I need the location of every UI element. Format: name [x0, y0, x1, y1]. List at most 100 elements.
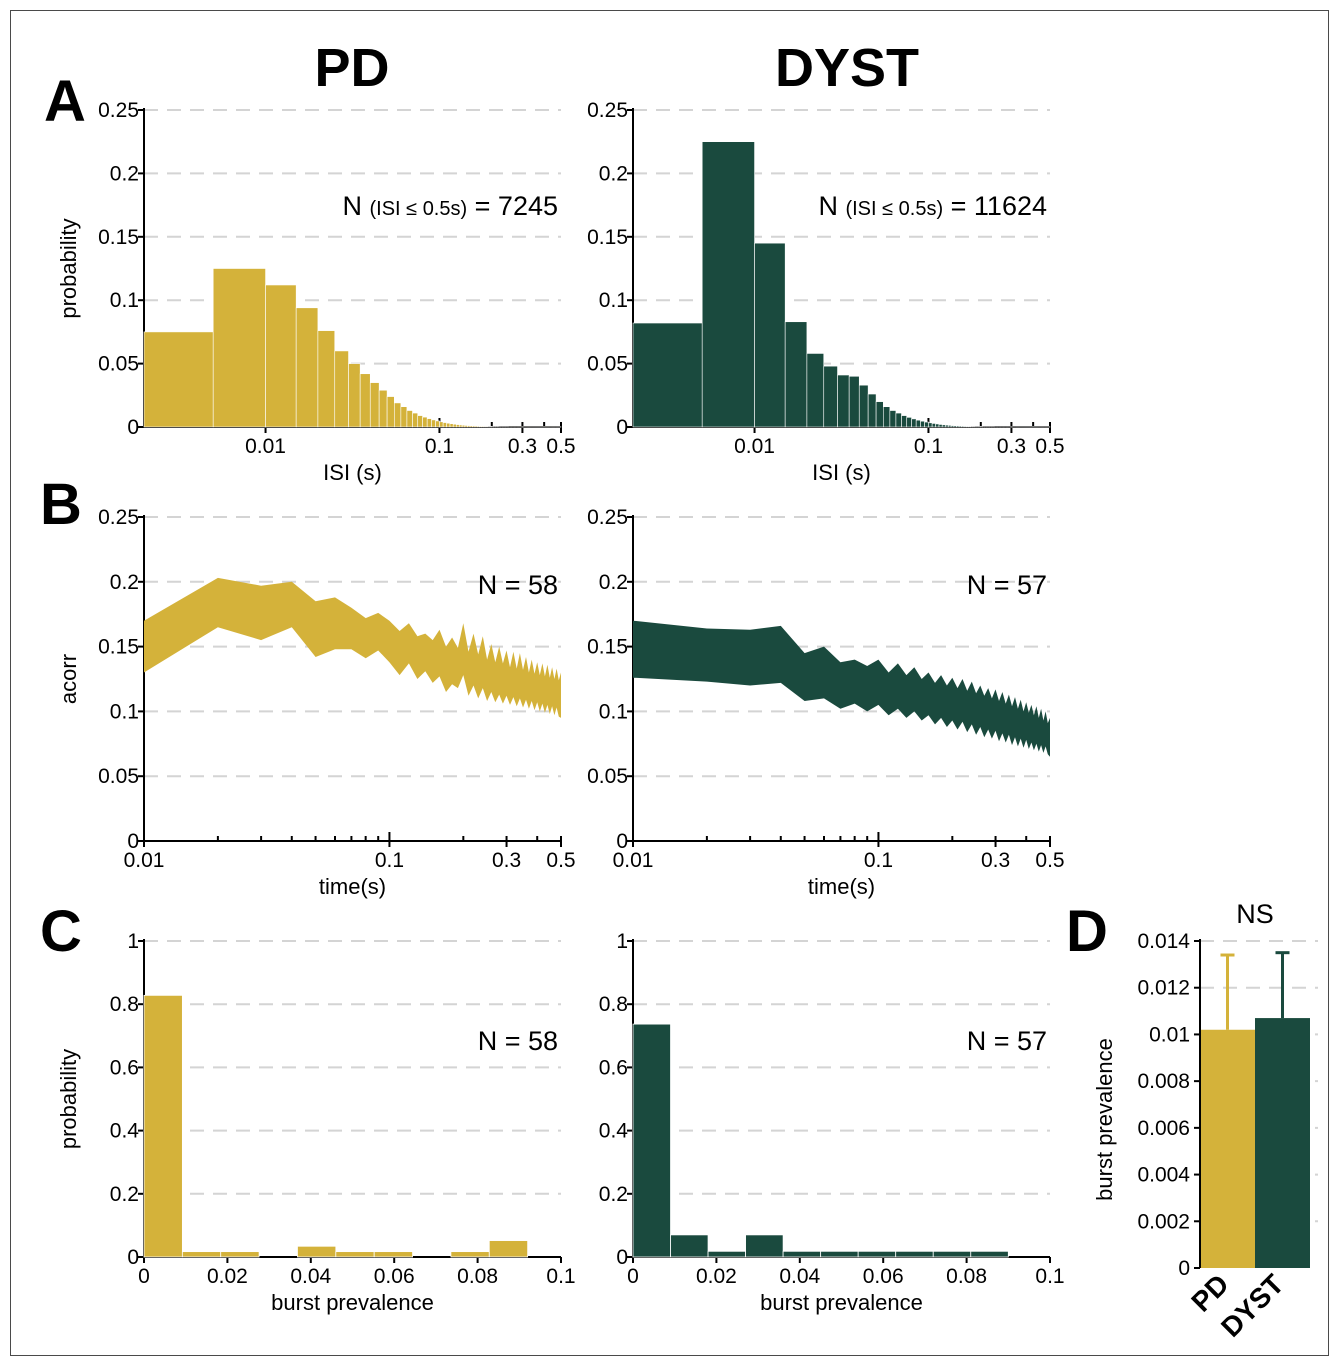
- burst-bar: [820, 1250, 859, 1258]
- x-axis-label: time(s): [319, 874, 386, 899]
- x-tick-label: 0.3: [981, 849, 1010, 872]
- isi-bar: [422, 416, 428, 428]
- x-axis-label: ISI (s): [323, 460, 382, 485]
- x-tick-label: 0.5: [1035, 435, 1064, 458]
- isi-bar: [945, 424, 949, 428]
- burst-bar: [707, 1250, 746, 1258]
- y-tick-label: 0: [127, 416, 139, 439]
- x-tick-label: 0.1: [1035, 1265, 1064, 1288]
- y-tick-label: 0: [616, 830, 628, 853]
- y-tick-label: 0: [1178, 1257, 1190, 1280]
- y-tick-label: 0.8: [599, 993, 628, 1016]
- n-annotation-condition: (ISI ≤ 0.5s): [845, 198, 943, 220]
- y-tick-label: 0.15: [98, 636, 139, 659]
- isi-bar: [461, 424, 466, 428]
- isi-bar: [369, 382, 380, 428]
- mean-bar-pd: [1200, 1029, 1255, 1268]
- isi-bar: [265, 284, 297, 428]
- burst-bar: [782, 1250, 822, 1258]
- isi-bar: [469, 425, 473, 428]
- panel-c-dyst: 0 0.2 0.4 0.6 0.8 1 0 0.02 0.04 0.06 0.08 0.1 burst …: [599, 930, 1065, 1315]
- isi-bar: [417, 415, 423, 428]
- y-tick-label: 0.2: [599, 162, 628, 185]
- category-label: DYST: [1215, 1268, 1290, 1343]
- x-tick-label: 0.5: [546, 435, 575, 458]
- isi-bar: [464, 425, 468, 428]
- panel-letter-a: A: [44, 69, 86, 134]
- isi-bar: [143, 331, 214, 428]
- panel-letter-d: D: [1066, 899, 1108, 964]
- isi-bar: [446, 422, 451, 428]
- panel-a-pd: 0 0.05 0.1 0.15 0.2 0.25 0.01 0.1 0.3 0.5 ISI (s) p…: [56, 99, 576, 485]
- y-tick-label: 0.2: [599, 1183, 628, 1206]
- col-title-dyst: DYST: [775, 38, 919, 98]
- isi-bar: [968, 426, 972, 428]
- isi-bar: [442, 422, 447, 428]
- x-tick-label: 0.01: [245, 435, 286, 458]
- isi-bar: [837, 374, 850, 428]
- isi-bar: [701, 141, 755, 428]
- isi-bar: [317, 330, 336, 428]
- n-annotation-condition: (ISI ≤ 0.5s): [369, 198, 467, 220]
- x-tick-label: 0: [138, 1265, 150, 1288]
- isi-bar: [406, 410, 413, 428]
- isi-bar: [431, 419, 436, 428]
- isi-bar: [348, 363, 361, 428]
- isi-bar: [412, 412, 419, 428]
- y-tick-label: 0.008: [1137, 1070, 1190, 1093]
- isi-bar: [858, 384, 869, 428]
- y-tick-label: 0.25: [587, 99, 628, 122]
- y-tick-label: 0.2: [110, 162, 139, 185]
- isi-bar: [953, 425, 957, 428]
- burst-bar: [932, 1250, 972, 1258]
- isi-bar: [965, 426, 969, 428]
- y-tick-label: 1: [127, 930, 139, 953]
- burst-bar: [857, 1250, 897, 1258]
- burst-bar: [670, 1234, 709, 1258]
- x-tick-label: 0.5: [1035, 849, 1064, 872]
- isi-bar: [970, 426, 974, 428]
- isi-bar: [895, 412, 902, 428]
- isi-bar: [875, 401, 884, 428]
- isi-bar: [456, 424, 460, 428]
- y-axis-label: probability: [56, 1049, 81, 1149]
- x-tick-label: 0.1: [914, 435, 943, 458]
- y-tick-label: 0.4: [110, 1120, 140, 1143]
- isi-bar: [378, 389, 388, 428]
- n-annotation: N (ISI ≤ 0.5s) = 11624: [818, 191, 1047, 221]
- x-tick-label: 0.08: [457, 1265, 498, 1288]
- x-tick-label: 0.3: [997, 435, 1026, 458]
- panel-a-dyst: 0 0.05 0.1 0.15 0.2 0.25 0.01 0.1 0.3 0.5 ISI (s) N…: [587, 99, 1064, 485]
- y-axis-label: burst prevalence: [1092, 1038, 1117, 1201]
- x-tick-label: 0: [627, 1265, 639, 1288]
- x-tick-label: 0.3: [508, 435, 537, 458]
- isi-bar: [449, 423, 454, 428]
- y-tick-label: 0.2: [110, 571, 139, 594]
- x-tick-label: 0.3: [492, 849, 521, 872]
- isi-bar: [941, 424, 946, 428]
- y-tick-label: 0.6: [110, 1056, 139, 1079]
- x-tick-label: 0.1: [546, 1265, 575, 1288]
- y-axis-label: probability: [56, 218, 81, 318]
- y-tick-label: 0.25: [98, 99, 139, 122]
- y-tick-label: 0: [127, 1246, 139, 1269]
- y-tick-label: 0.004: [1137, 1164, 1190, 1187]
- panel-letter-b: B: [40, 472, 82, 537]
- isi-bar: [867, 393, 877, 428]
- burst-bar: [181, 1251, 222, 1258]
- burst-bar: [450, 1251, 490, 1258]
- panel-b-pd: 0 0.05 0.1 0.15 0.2 0.25 0.01 0.1 0.3 0.5 time(s) a…: [56, 506, 576, 899]
- y-tick-label: 0.2: [599, 571, 628, 594]
- isi-bar: [435, 420, 440, 428]
- burst-bar: [488, 1240, 529, 1258]
- isi-bar: [958, 425, 962, 428]
- y-tick-label: 0: [127, 830, 139, 853]
- isi-bar: [906, 417, 912, 428]
- isi-bar: [848, 375, 860, 428]
- x-tick-label: 0.01: [613, 849, 654, 872]
- isi-bar: [920, 420, 925, 428]
- isi-bar: [889, 410, 897, 428]
- x-axis-label: time(s): [808, 874, 875, 899]
- burst-bar: [373, 1251, 413, 1258]
- isi-bar: [476, 425, 480, 428]
